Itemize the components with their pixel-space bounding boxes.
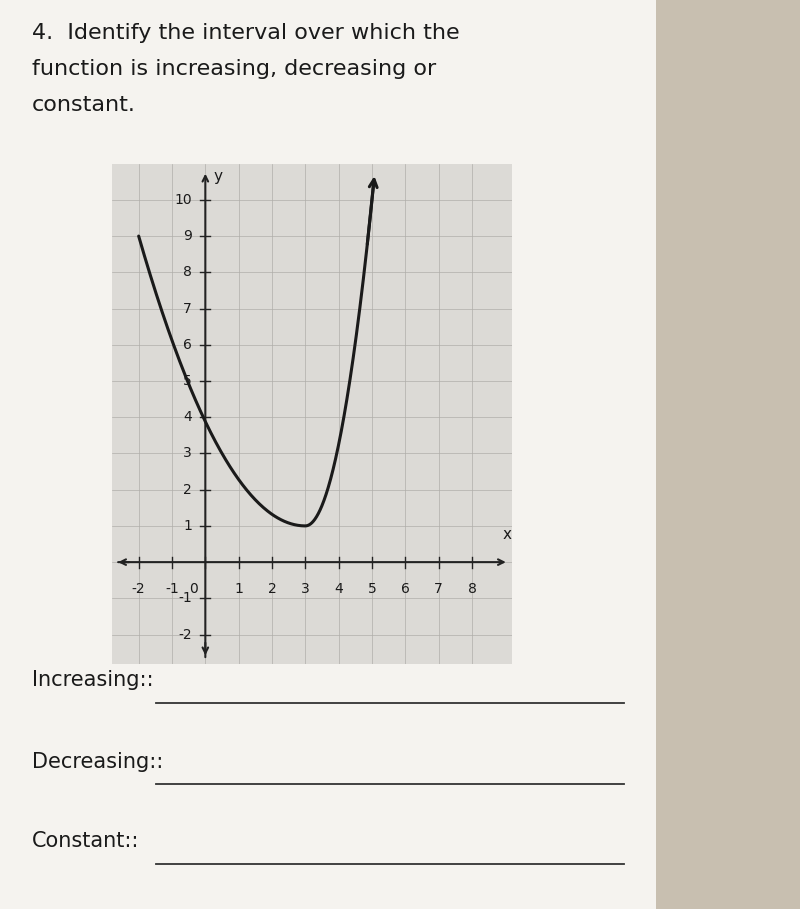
Text: -1: -1 bbox=[165, 582, 179, 596]
Text: 7: 7 bbox=[183, 302, 192, 315]
Text: -2: -2 bbox=[132, 582, 146, 596]
Text: 0: 0 bbox=[190, 582, 198, 596]
Text: 2: 2 bbox=[268, 582, 276, 596]
Text: 5: 5 bbox=[368, 582, 376, 596]
Text: -2: -2 bbox=[178, 627, 192, 642]
Text: 9: 9 bbox=[183, 229, 192, 243]
Text: 4.  Identify the interval over which the: 4. Identify the interval over which the bbox=[32, 23, 460, 43]
Text: 10: 10 bbox=[174, 193, 192, 207]
Text: 1: 1 bbox=[183, 519, 192, 533]
Text: 6: 6 bbox=[183, 338, 192, 352]
Text: 5: 5 bbox=[183, 374, 192, 388]
Text: -1: -1 bbox=[178, 592, 192, 605]
Text: 3: 3 bbox=[301, 582, 310, 596]
Text: 3: 3 bbox=[183, 446, 192, 461]
Text: 6: 6 bbox=[401, 582, 410, 596]
Text: Constant::: Constant:: bbox=[32, 831, 139, 851]
Text: Increasing::: Increasing:: bbox=[32, 670, 154, 690]
Bar bbox=[0, 0, 656, 909]
Text: x: x bbox=[502, 527, 511, 542]
Text: 7: 7 bbox=[434, 582, 443, 596]
Text: constant.: constant. bbox=[32, 95, 136, 115]
Text: Decreasing::: Decreasing:: bbox=[32, 752, 163, 772]
Text: 8: 8 bbox=[467, 582, 477, 596]
Text: 4: 4 bbox=[334, 582, 343, 596]
Text: 2: 2 bbox=[183, 483, 192, 496]
Text: 4: 4 bbox=[183, 410, 192, 425]
Text: y: y bbox=[214, 169, 222, 184]
Text: 8: 8 bbox=[183, 265, 192, 279]
Text: 1: 1 bbox=[234, 582, 243, 596]
Text: function is increasing, decreasing or: function is increasing, decreasing or bbox=[32, 59, 436, 79]
